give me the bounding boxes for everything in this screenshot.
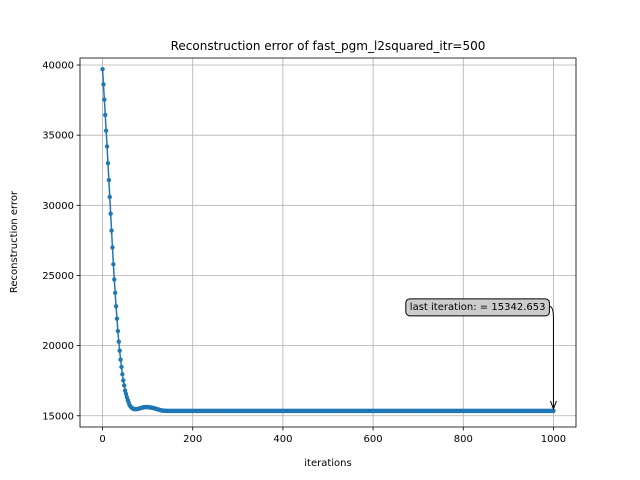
- data-point: [551, 408, 556, 414]
- annotation-box: [405, 298, 550, 317]
- data-point: [114, 316, 120, 321]
- data-point: [117, 348, 122, 353]
- chart-title: Reconstruction error of fast_pgm_l2squar…: [171, 39, 486, 53]
- x-axis-label: iterations: [304, 458, 351, 469]
- data-point: [103, 112, 108, 118]
- y-tick-label: 40000: [42, 61, 74, 72]
- annotation: last iteration: = 15342.653: [405, 298, 557, 411]
- data-point: [115, 328, 121, 334]
- plot-frame: [79, 57, 577, 428]
- data-point: [110, 245, 115, 250]
- data-point: [112, 277, 117, 282]
- data-point: [109, 228, 114, 233]
- data-point: [104, 144, 110, 149]
- x-tick-label: 400: [273, 434, 292, 445]
- data-point: [105, 161, 111, 166]
- y-tick-label: 35000: [42, 131, 74, 142]
- data-point: [111, 262, 116, 267]
- data-point: [106, 177, 112, 183]
- y-tick-label: 15000: [42, 411, 74, 422]
- data-point: [100, 67, 105, 72]
- y-axis: 15000 20000 25000 30000 35000 40000: [42, 61, 80, 422]
- grid: [80, 58, 576, 427]
- data-point: [123, 391, 129, 397]
- data-point: [122, 388, 128, 393]
- data-point: [102, 97, 107, 102]
- x-tick-label: 800: [454, 434, 473, 445]
- data-point: [101, 82, 106, 87]
- x-tick-label: 200: [183, 434, 202, 445]
- x-axis: 0 200 400 600 800 1000: [99, 427, 566, 445]
- series-line: [100, 67, 556, 414]
- data-point: [121, 383, 127, 388]
- data-point: [116, 339, 121, 344]
- data-point: [121, 378, 126, 383]
- data-point: [108, 211, 113, 216]
- y-tick-label: 30000: [42, 201, 74, 212]
- data-point: [120, 372, 125, 377]
- y-tick-label: 20000: [42, 341, 74, 352]
- data-point: [112, 290, 118, 296]
- data-point: [118, 357, 123, 362]
- x-tick-label: 0: [99, 434, 105, 445]
- y-axis-label: Reconstruction error: [9, 190, 20, 293]
- annotation-arrowhead: [549, 400, 557, 411]
- annotation-text: last iteration: = 15342.653: [410, 302, 546, 313]
- data-point: [107, 194, 112, 200]
- annotation-arrow: [549, 305, 554, 408]
- data-point: [113, 304, 119, 309]
- x-tick-label: 1000: [541, 434, 566, 445]
- data-point: [103, 128, 109, 133]
- data-point: [119, 364, 124, 370]
- x-tick-label: 600: [364, 434, 383, 445]
- y-tick-label: 25000: [42, 271, 74, 282]
